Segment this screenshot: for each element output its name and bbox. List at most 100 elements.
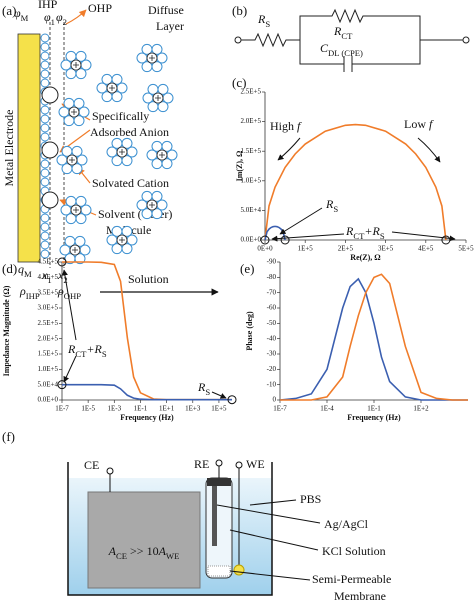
y-tick-label: 1.5E+5	[241, 147, 262, 155]
label: Diffuse	[148, 3, 184, 17]
text-part: CT	[341, 31, 353, 41]
x-tick-label: 1E+5	[298, 245, 314, 253]
x-tick-label: 1E-1	[367, 405, 381, 413]
y-tick-label: 5.0E+4	[38, 380, 59, 388]
water-molecule	[111, 243, 123, 255]
panel-label: (c)	[232, 75, 246, 90]
highlight-ring	[260, 235, 270, 245]
series-line	[279, 277, 468, 401]
label: RCT	[333, 24, 353, 41]
text-part: OHP	[64, 291, 81, 301]
x-tick-label: 0E+0	[257, 245, 273, 253]
text-part: M	[24, 269, 32, 279]
y-tick-label: 2.5E+5	[241, 88, 262, 96]
highlight-ring	[280, 235, 290, 245]
water-molecule	[141, 61, 153, 73]
x-tick-label: 1E-7	[273, 405, 287, 413]
x-tick-label: 1E+1	[159, 405, 175, 413]
text-part: R	[325, 197, 334, 211]
panel-label: (d)	[2, 261, 17, 276]
label: Layer	[156, 19, 184, 33]
text-part: WE	[166, 551, 179, 561]
text-part: S	[333, 204, 338, 214]
text-part: R	[333, 24, 342, 38]
y-tick-label: 1.0E+5	[38, 365, 59, 373]
x-axis-label: Frequency (Hz)	[120, 413, 174, 422]
water-molecule	[40, 69, 50, 79]
plus	[71, 109, 77, 115]
text-part: CT	[75, 349, 87, 359]
x-tick-label: 1E-7	[55, 405, 69, 413]
resistor	[241, 32, 300, 48]
highlight-ring	[57, 380, 67, 390]
text-part: Specifically	[92, 109, 149, 123]
x-tick-label: 1E-1	[134, 405, 148, 413]
y-tick-label: -10	[267, 380, 277, 388]
water-molecule	[73, 97, 85, 109]
annotation-arrow	[417, 137, 441, 163]
text-part: Diffuse	[148, 3, 184, 17]
label: qM	[18, 262, 32, 279]
terminal	[462, 36, 470, 44]
label: φM	[14, 6, 29, 23]
annotation-arrow	[391, 231, 456, 242]
text-part: f	[297, 119, 302, 133]
water-molecule	[40, 51, 50, 61]
x-axis-label: Frequency (Hz)	[347, 413, 401, 422]
y-tick-label: -60	[267, 304, 277, 312]
label: Metal Electrode	[2, 110, 16, 187]
text-part: OHP	[88, 1, 112, 15]
anion	[41, 191, 59, 209]
text-part: DL (CPE)	[328, 48, 363, 58]
label: x1	[41, 268, 52, 285]
water-molecule	[40, 132, 50, 142]
text-part: R	[67, 342, 76, 356]
text-part: S	[380, 231, 385, 241]
text-part: ρ	[19, 284, 26, 298]
water-molecule	[121, 225, 133, 237]
x-tick-label: 1E+5	[211, 405, 227, 413]
chart: 0 -10 -20 -30 -40 -50 -60 -70 -80 -90 1E-7 1E-4 1E-1…	[245, 258, 468, 422]
x-tick-label: 1E-5	[81, 405, 95, 413]
water-molecule	[40, 177, 50, 187]
text-part: Adsorbed Anion	[90, 125, 169, 139]
label: CDL (CPE)	[320, 41, 363, 58]
water-molecule	[40, 159, 50, 169]
water-molecule	[147, 101, 159, 113]
text-part: M	[21, 13, 29, 23]
text-part: IHP	[38, 0, 58, 11]
water-molecule	[111, 73, 123, 85]
water-molecule	[40, 123, 50, 133]
water-molecule	[157, 83, 169, 95]
water-molecule	[40, 60, 50, 70]
annotation-arrow	[279, 207, 323, 235]
text-part: RE	[194, 457, 209, 471]
annotation: High f	[270, 119, 302, 133]
panel-label: (e)	[240, 261, 254, 276]
label: Solvated Cation	[92, 176, 169, 190]
y-tick-label: 0.0E+0	[38, 396, 59, 404]
annotation-arrow	[61, 269, 77, 341]
double-layer-diagram: φM IHP φ1 φ2 OHP Diffuse Layer Metal Ele…	[2, 0, 219, 301]
water-molecule	[71, 145, 83, 157]
water-molecule	[74, 235, 86, 247]
text-part: 1	[51, 17, 55, 27]
circuit	[234, 8, 470, 72]
x-tick-label: 1E+3	[185, 405, 201, 413]
highlight-ring	[57, 257, 67, 267]
y-tick-label: -30	[267, 350, 277, 358]
y-tick-label: 2.0E+5	[38, 334, 59, 342]
annotation: RCT+RS	[345, 224, 385, 241]
plus	[109, 85, 115, 91]
y-axis-label: Impedance Magnitude (Ω)	[2, 285, 11, 376]
y-tick-label: 1.0E+5	[241, 176, 262, 184]
x-axis-label: Re(Z), Ω	[350, 253, 381, 262]
text-part: φ	[44, 10, 51, 24]
label: IHP	[38, 0, 58, 11]
y-axis-label: Phase (deg)	[245, 311, 254, 351]
text-part: High	[270, 119, 297, 133]
plus	[119, 237, 125, 243]
annotation: RS	[197, 380, 210, 397]
text-part: A	[158, 544, 167, 558]
